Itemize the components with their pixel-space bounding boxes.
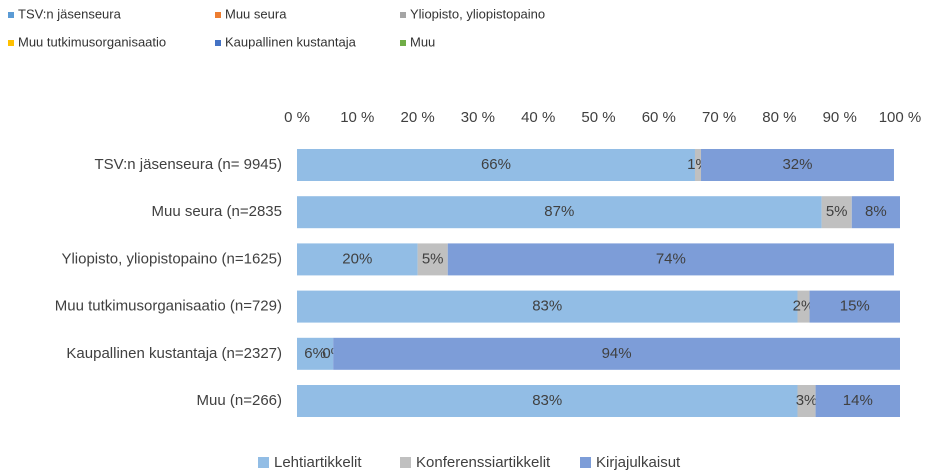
legend-label: Konferenssiartikkelit [416,454,551,471]
y-tick-label: TSV:n jäsenseura (n= 9945) [95,156,282,173]
data-label: 83% [532,298,562,315]
bar-segment [851,196,900,229]
x-tick-label: 100 % [879,109,922,126]
data-label: 8% [865,203,887,220]
x-tick-label: 40 % [521,109,555,126]
legend-swatch [8,12,14,18]
legend-label: Muu tutkimusorganisaatio [18,34,166,49]
legend-swatch [400,457,411,468]
y-tick-label: Muu tutkimusorganisaatio (n=729) [55,298,282,315]
bar-segment [447,243,894,276]
bar-segment [333,337,900,370]
x-tick-label: 50 % [581,109,615,126]
legend-swatch [215,40,221,46]
x-tick-label: 20 % [400,109,434,126]
x-tick-label: 60 % [642,109,676,126]
legend-label: Kaupallinen kustantaja [225,34,357,49]
bar-segment [417,243,448,276]
legend-swatch [258,457,269,468]
legend-label: Muu seura [225,6,287,21]
bar-segment [821,196,852,229]
bar-segment [297,196,822,229]
bar-segment [297,385,798,417]
bar-segment [797,385,816,417]
legend-swatch [400,12,406,18]
legend-label: Yliopisto, yliopistopaino [410,6,545,21]
legend-swatch [215,12,221,18]
data-label: 2% [793,298,815,315]
bar-segment [297,149,695,181]
x-tick-label: 10 % [340,109,374,126]
bar-segment [815,385,900,417]
data-label: 15% [840,298,870,315]
bar-segment [297,243,418,276]
legend-swatch [580,457,591,468]
y-tick-label: Muu (n=266) [197,392,282,409]
legend-label: Muu [410,34,435,49]
bar-segment [797,290,810,323]
data-label: 6% [304,345,326,362]
x-tick-label: 80 % [762,109,796,126]
x-tick-label: 90 % [823,109,857,126]
legend-label: Lehtiartikkelit [274,454,362,471]
x-tick-label: 70 % [702,109,736,126]
legend-swatch [8,40,14,46]
data-label: 87% [544,203,574,220]
legend-swatch [400,40,406,46]
bar-segment [809,290,900,323]
data-label: 66% [481,156,511,173]
data-label: 14% [843,392,873,409]
data-label: 74% [656,250,686,267]
bar-segment [694,149,702,181]
x-tick-label: 0 % [284,109,310,126]
bar-segment [297,290,798,323]
data-label: 32% [782,156,812,173]
data-label: 20% [342,250,372,267]
y-tick-label: Kaupallinen kustantaja (n=2327) [66,345,282,362]
data-label: 83% [532,392,562,409]
y-tick-label: Muu seura (n=2835 [151,203,282,220]
x-tick-label: 30 % [461,109,495,126]
y-tick-label: Yliopisto, yliopistopaino (n=1625) [61,250,282,267]
data-label: 5% [826,203,848,220]
data-label: 5% [422,250,444,267]
legend-label: TSV:n jäsenseura [18,6,122,21]
legend-label: Kirjajulkaisut [596,454,681,471]
data-label: 3% [796,392,818,409]
bar-segment [297,337,334,370]
data-label: 94% [602,345,632,362]
bar-segment [701,149,894,181]
